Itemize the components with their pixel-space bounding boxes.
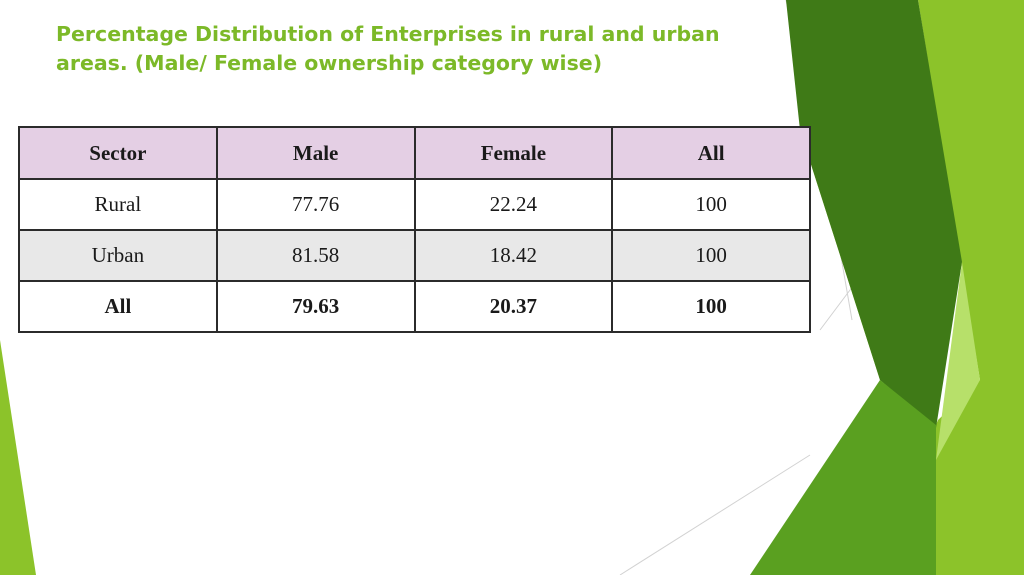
decor-left-green-sliver [0,340,36,575]
cell-sector: All [18,280,218,333]
table-row-all: All 79.63 20.37 100 [18,280,811,333]
cell-male: 77.76 [215,178,416,231]
header-all: All [611,126,811,180]
enterprise-distribution-table: Sector Male Female All Rural 77.76 22.24… [18,126,811,333]
slide-title: Percentage Distribution of Enterprises i… [56,22,720,75]
table-row-rural: Rural 77.76 22.24 100 [18,178,811,231]
decor-dark-green-band [786,0,962,428]
cell-sector: Urban [18,229,218,282]
cell-female: 20.37 [413,280,614,333]
decor-pale-green-sliver [936,262,980,460]
cell-all: 100 [611,229,811,282]
table-header-row: Sector Male Female All [18,126,811,180]
cell-sector: Rural [18,178,218,231]
header-sector: Sector [18,126,218,180]
cell-female: 18.42 [413,229,614,282]
decor-light-green-band [870,0,1024,575]
table-row-urban: Urban 81.58 18.42 100 [18,229,811,282]
cell-all: 100 [611,178,811,231]
decor-lower-green-band [750,380,936,575]
cell-female: 22.24 [413,178,614,231]
cell-male: 81.58 [215,229,416,282]
cell-male: 79.63 [215,280,416,333]
header-female: Female [413,126,614,180]
header-male: Male [215,126,416,180]
cell-all: 100 [611,280,811,333]
